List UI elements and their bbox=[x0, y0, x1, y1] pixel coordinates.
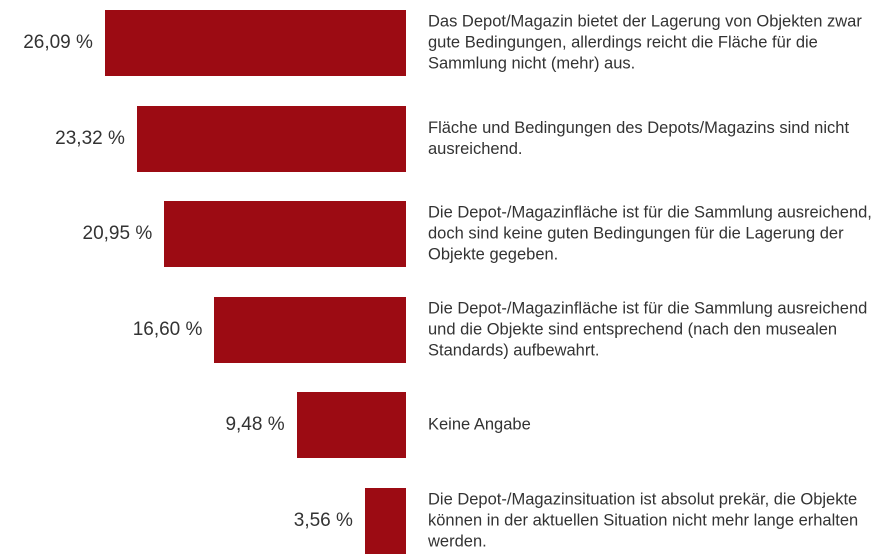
category-label: Die Depot-/Magazinfläche ist für die Sam… bbox=[428, 203, 872, 264]
category-label: Keine Angabe bbox=[428, 415, 531, 434]
bar bbox=[164, 201, 406, 268]
bar bbox=[136, 105, 406, 172]
category-label: Die Depot-/Magazinsituation ist absolut … bbox=[428, 490, 859, 551]
value-label: 26,09 % bbox=[23, 32, 93, 53]
value-label: 9,48 % bbox=[225, 414, 285, 436]
value-label: 20,95 % bbox=[82, 223, 153, 245]
category-label: Die Depot-/Magazinfläche ist für die Sam… bbox=[428, 299, 868, 360]
category-label: Fläche und Bedingungen des Depots/Magazi… bbox=[428, 118, 850, 158]
bar bbox=[364, 488, 406, 554]
bar bbox=[296, 392, 406, 459]
bar bbox=[214, 296, 406, 363]
value-label: 16,60 % bbox=[132, 318, 203, 340]
value-label: 3,56 % bbox=[293, 510, 353, 531]
value-label: 23,32 % bbox=[55, 127, 125, 149]
bar bbox=[104, 10, 406, 76]
category-label: Das Depot/Magazin bietet der Lagerung vo… bbox=[428, 12, 862, 73]
